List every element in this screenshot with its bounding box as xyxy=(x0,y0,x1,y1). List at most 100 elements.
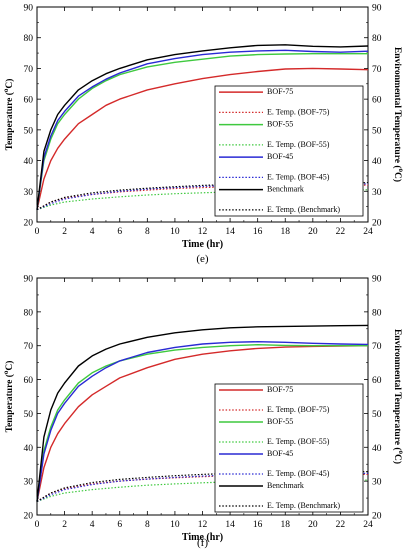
y-tick-label: 50 xyxy=(24,126,34,136)
legend-label: Benchmark xyxy=(267,185,304,194)
legend-label: BOF-45 xyxy=(267,152,293,161)
x-tick-label: 12 xyxy=(198,520,208,530)
x-tick-label: 12 xyxy=(198,227,208,237)
y2-tick-label: 50 xyxy=(372,126,382,136)
x-tick-label: 24 xyxy=(363,520,373,530)
y-axis-label: Temperature (oC) xyxy=(2,361,15,433)
legend-label: BOF-55 xyxy=(267,120,293,129)
x-tick-label: 8 xyxy=(145,520,150,530)
panel-label: (f) xyxy=(197,537,208,549)
y2-tick-label: 30 xyxy=(372,188,382,198)
legend-label: E. Temp. (BOF-55) xyxy=(267,140,330,149)
x-tick-label: 20 xyxy=(308,227,318,237)
y2-tick-label: 20 xyxy=(372,219,382,229)
x-tick-label: 2 xyxy=(62,227,67,237)
y2-tick-label: 30 xyxy=(372,478,382,488)
y2-tick-label: 40 xyxy=(372,157,382,167)
series-line-bof-55 xyxy=(36,344,368,502)
legend: BOF-75 E. Temp. (BOF-75) BOF-55 E. Temp. (B… xyxy=(214,383,364,513)
legend-label: E. Temp. (BOF-75) xyxy=(267,107,330,116)
y-tick-label: 50 xyxy=(24,410,34,420)
legend-box xyxy=(214,85,364,217)
x-tick-label: 6 xyxy=(117,227,122,237)
x-axis-label: Time (hr) xyxy=(182,239,223,250)
series-line-e-temp-benchmark xyxy=(36,471,368,503)
legend-label: E. Temp. (Benchmark) xyxy=(267,205,340,214)
y-tick-label: 30 xyxy=(24,188,34,198)
y2-tick-label: 70 xyxy=(372,65,382,75)
y-tick-label: 90 xyxy=(24,275,34,285)
legend-label: E. Temp. (Benchmark) xyxy=(267,501,340,510)
panel-label: (e) xyxy=(196,253,209,265)
legend-label: BOF-75 xyxy=(267,385,293,394)
x-tick-label: 18 xyxy=(281,227,291,237)
legend-label: E. Temp. (BOF-45) xyxy=(267,172,330,181)
series-line-e-temp-bof-55 xyxy=(36,479,369,503)
y2-tick-label: 90 xyxy=(372,4,382,14)
y-tick-label: 80 xyxy=(24,308,34,318)
series-line-bof-45 xyxy=(36,49,369,210)
legend-label: BOF-45 xyxy=(267,449,293,458)
x-tick-label: 6 xyxy=(117,520,122,530)
x-tick-label: 18 xyxy=(281,520,291,530)
y2-tick-label: 90 xyxy=(372,275,382,285)
series-line-bof-45 xyxy=(36,341,369,502)
y2-tick-label: 70 xyxy=(372,342,382,352)
y-tick-label: 40 xyxy=(24,444,34,454)
y-tick-label: 30 xyxy=(24,478,34,488)
y2-tick-label: 80 xyxy=(372,308,382,318)
x-tick-label: 0 xyxy=(35,227,40,237)
y-tick-label: 40 xyxy=(24,157,34,167)
y2-axis-label: Environmental Temperature (oC) xyxy=(392,329,405,464)
x-tick-label: 4 xyxy=(90,227,95,237)
legend-label: Benchmark xyxy=(267,481,304,490)
y2-tick-label: 80 xyxy=(372,34,382,44)
y2-tick-label: 40 xyxy=(372,444,382,454)
y2-axis-label: Environmental Temperature (oC) xyxy=(392,47,405,182)
y2-tick-label: 60 xyxy=(372,376,382,386)
x-tick-label: 2 xyxy=(62,520,67,530)
legend-label: E. Temp. (BOF-45) xyxy=(267,469,330,478)
series-line-benchmark xyxy=(36,44,369,210)
x-tick-label: 16 xyxy=(253,227,263,237)
x-tick-label: 20 xyxy=(308,520,318,530)
series-line-e-temp-bof-55 xyxy=(36,189,369,211)
x-tick-label: 16 xyxy=(253,520,263,530)
y2-tick-label: 60 xyxy=(372,96,382,106)
legend-label: E. Temp. (BOF-75) xyxy=(267,405,330,414)
x-tick-label: 0 xyxy=(35,520,40,530)
x-tick-label: 14 xyxy=(225,520,235,530)
y2-tick-label: 50 xyxy=(372,410,382,420)
series-line-bof-55 xyxy=(36,53,368,210)
series-line-bof-75 xyxy=(36,67,369,210)
x-tick-label: 14 xyxy=(225,227,235,237)
y-tick-label: 70 xyxy=(24,342,34,352)
legend-label: BOF-75 xyxy=(267,87,293,96)
x-tick-label: 10 xyxy=(170,520,180,530)
legend: BOF-75 E. Temp. (BOF-75) BOF-55 E. Temp. (B… xyxy=(214,85,364,217)
y-tick-label: 80 xyxy=(24,34,34,44)
x-tick-label: 10 xyxy=(170,227,180,237)
legend-box xyxy=(214,383,364,513)
x-tick-label: 24 xyxy=(363,227,373,237)
legend-label: BOF-55 xyxy=(267,417,293,426)
y-tick-label: 60 xyxy=(24,376,34,386)
x-axis-label: Time (hr) xyxy=(182,532,223,543)
x-tick-label: 8 xyxy=(145,227,150,237)
y-tick-label: 70 xyxy=(24,65,34,75)
series-line-benchmark xyxy=(36,324,369,502)
x-tick-label: 22 xyxy=(336,520,346,530)
x-tick-label: 4 xyxy=(90,520,95,530)
series-line-bof-75 xyxy=(36,345,369,502)
y-tick-label: 20 xyxy=(24,512,34,522)
legend-label: E. Temp. (BOF-55) xyxy=(267,437,330,446)
y-tick-label: 60 xyxy=(24,96,34,106)
y-tick-label: 20 xyxy=(24,219,34,229)
x-tick-label: 22 xyxy=(336,227,346,237)
y-axis-label: Temperature (oC) xyxy=(2,79,15,151)
y2-tick-label: 20 xyxy=(372,512,382,522)
y-tick-label: 90 xyxy=(24,4,34,14)
